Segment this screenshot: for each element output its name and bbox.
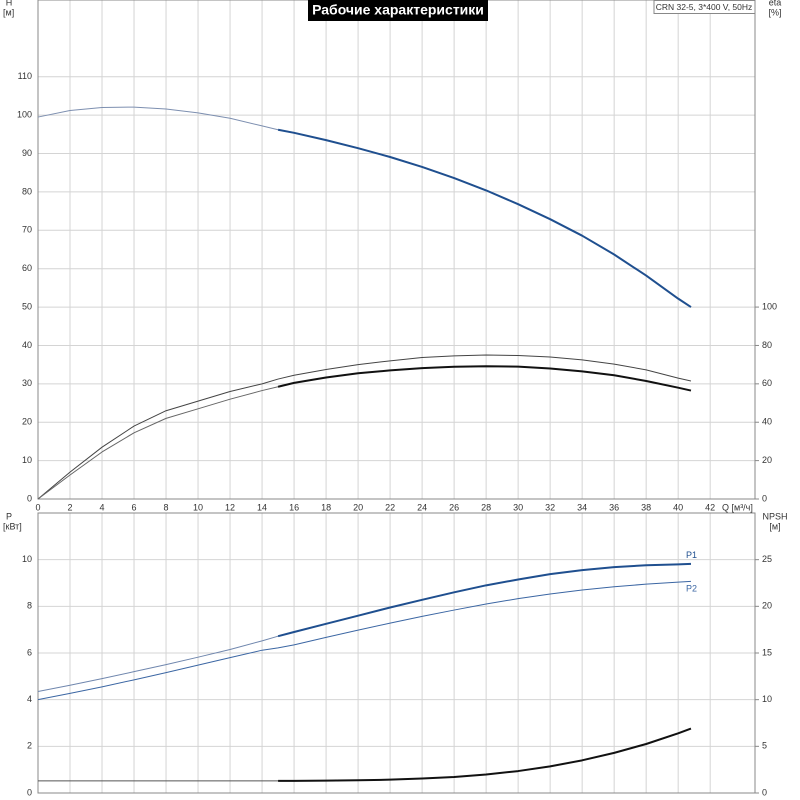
- y-tick-label: 30: [22, 378, 32, 388]
- series-label: P1: [686, 550, 697, 560]
- title-box: [308, 0, 488, 21]
- x-tick-label: 40: [673, 502, 683, 512]
- y2-axis-label: eta: [769, 0, 782, 7]
- y-tick-label: 2: [27, 741, 32, 751]
- y-tick-label: 10: [22, 554, 32, 564]
- x-tick-label: 36: [609, 502, 619, 512]
- y2-tick-label: 60: [762, 378, 772, 388]
- series-line: [37, 580, 692, 701]
- series-label: P2: [686, 584, 697, 594]
- y-tick-label: 80: [22, 186, 32, 196]
- model-note: CRN 32-5, 3*400 V, 50Hz: [656, 2, 753, 12]
- x-tick-label: 0: [35, 502, 40, 512]
- x-tick-label: 42: [705, 502, 715, 512]
- x-tick-label: 28: [481, 502, 491, 512]
- x-tick-label: 24: [417, 502, 427, 512]
- x-tick-label: 8: [164, 502, 169, 512]
- y2-tick-label: 0: [762, 787, 767, 797]
- y-tick-label: 70: [22, 225, 32, 235]
- y-tick-label: 6: [27, 647, 32, 657]
- y2-axis-label: [%]: [768, 7, 781, 17]
- x-tick-label: 30: [513, 502, 523, 512]
- y-tick-label: 0: [27, 493, 32, 503]
- y-tick-label: 50: [22, 301, 32, 311]
- x-tick-label: 32: [545, 502, 555, 512]
- x-tick-label: 38: [641, 502, 651, 512]
- plot-frame: [37, 0, 756, 500]
- y-tick-label: 110: [18, 71, 32, 81]
- y-tick-label: 20: [22, 417, 32, 427]
- series-line: [37, 386, 279, 500]
- x-tick-label: 22: [385, 502, 395, 512]
- y-axis-label: [кВт]: [3, 521, 22, 531]
- series-line: [37, 635, 279, 692]
- y-axis-label: P: [6, 511, 12, 521]
- y2-tick-label: 100: [762, 301, 777, 311]
- y2-tick-label: 15: [762, 647, 772, 657]
- x-tick-label: 2: [68, 502, 73, 512]
- y-tick-label: 60: [22, 263, 32, 273]
- x-tick-label: 20: [353, 502, 363, 512]
- y-axis-label: [м]: [3, 7, 14, 17]
- y-tick-label: 40: [22, 340, 32, 350]
- x-tick-label: 34: [577, 502, 587, 512]
- x-tick-label: 16: [289, 502, 299, 512]
- y2-tick-label: 20: [762, 601, 772, 611]
- note-box: [653, 0, 756, 14]
- y2-tick-label: 0: [762, 493, 767, 503]
- y2-tick-label: 20: [762, 455, 772, 465]
- x-axis-label: Q [м³/ч]: [722, 502, 753, 512]
- series-line: [37, 354, 692, 500]
- x-tick-label: 18: [321, 502, 331, 512]
- series-line: [277, 365, 692, 392]
- y2-axis-label: NPSH: [762, 511, 787, 521]
- y-tick-label: 4: [27, 694, 32, 704]
- x-tick-label: 6: [132, 502, 137, 512]
- y2-tick-label: 40: [762, 417, 772, 427]
- y-tick-label: 100: [17, 110, 32, 120]
- y2-tick-label: 80: [762, 340, 772, 350]
- x-tick-label: 12: [225, 502, 235, 512]
- series-line: [277, 562, 692, 638]
- y-tick-label: 8: [27, 601, 32, 611]
- x-tick-label: 10: [193, 502, 203, 512]
- series-line: [277, 128, 692, 308]
- series-line: [278, 727, 692, 782]
- y-tick-label: 90: [22, 148, 32, 158]
- series-line: [37, 106, 279, 131]
- chart-title: Рабочие характеристики: [312, 2, 484, 18]
- x-tick-label: 14: [257, 502, 267, 512]
- y2-tick-label: 10: [762, 694, 772, 704]
- y2-tick-label: 5: [762, 741, 767, 751]
- y-tick-label: 10: [22, 455, 32, 465]
- y2-tick-label: 25: [762, 554, 772, 564]
- x-tick-label: 4: [100, 502, 105, 512]
- y2-axis-label: [м]: [769, 521, 780, 531]
- y-axis-label: H: [6, 0, 13, 7]
- y-tick-label: 0: [27, 787, 32, 797]
- x-tick-label: 26: [449, 502, 459, 512]
